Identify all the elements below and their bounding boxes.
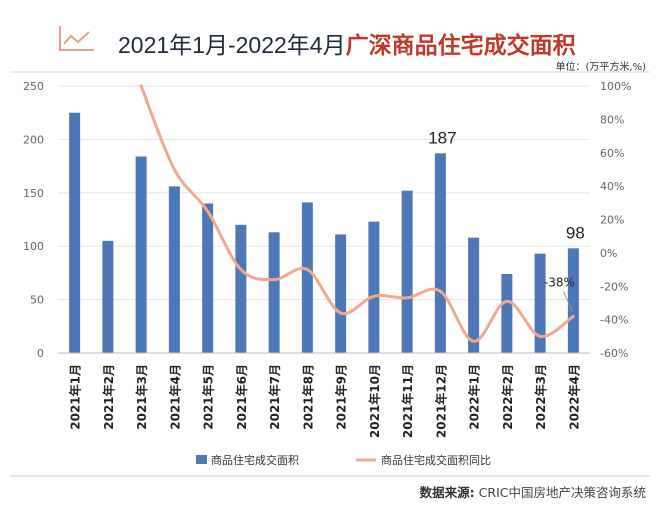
x-tick-label: 2021年12月 bbox=[433, 364, 448, 438]
title-row: 2021年1月-2022年4月广深商品住宅成交面积 bbox=[0, 18, 660, 62]
right-axis-tick: 20% bbox=[600, 214, 624, 227]
right-axis-tick: 60% bbox=[600, 147, 624, 160]
x-tick-label: 2022年4月 bbox=[566, 364, 581, 430]
chart-title-prefix: 2021年1月-2022年4月 bbox=[118, 32, 346, 58]
x-tick-label: 2021年11月 bbox=[400, 364, 415, 438]
bar bbox=[534, 253, 546, 353]
bar bbox=[268, 232, 280, 353]
bar bbox=[368, 221, 380, 353]
x-tick-label: 2021年8月 bbox=[300, 364, 315, 430]
annotation-leader bbox=[562, 291, 573, 312]
left-axis-tick: 200 bbox=[23, 133, 44, 146]
x-tick-label: 2021年1月 bbox=[68, 364, 83, 430]
source-label: 数据来源: bbox=[419, 485, 475, 500]
right-axis-tick: -20% bbox=[600, 280, 628, 293]
unit-label: 单位：(万平方米,%) bbox=[555, 62, 646, 73]
x-tick-label: 2021年7月 bbox=[267, 364, 282, 430]
line-value-label: -38% bbox=[544, 275, 575, 289]
right-axis-tick: 80% bbox=[600, 113, 624, 126]
bar bbox=[301, 202, 313, 353]
source-text: CRIC中国房地产决策咨询系统 bbox=[478, 485, 646, 500]
x-tick-label: 2021年2月 bbox=[101, 364, 116, 430]
bar bbox=[401, 190, 413, 353]
left-axis-tick: 50 bbox=[30, 294, 44, 307]
bar bbox=[168, 186, 180, 353]
bar bbox=[202, 203, 214, 353]
x-tick-label: 2021年6月 bbox=[234, 364, 249, 430]
bar bbox=[468, 237, 480, 353]
yoy-line bbox=[139, 84, 575, 343]
bar bbox=[235, 224, 247, 353]
chart-trend-icon bbox=[59, 26, 94, 51]
right-axis-tick: 40% bbox=[600, 180, 624, 193]
x-tick-label: 2022年1月 bbox=[467, 364, 482, 430]
chart-title: 2021年1月-2022年4月广深商品住宅成交面积 bbox=[118, 26, 576, 60]
bar bbox=[501, 273, 513, 353]
left-axis-tick: 100 bbox=[23, 240, 44, 253]
left-axis-tick: 250 bbox=[23, 80, 44, 93]
source-line: 数据来源: CRIC中国房地产决策咨询系统 bbox=[420, 482, 646, 501]
x-tick-label: 2021年3月 bbox=[134, 364, 149, 430]
bar-value-label: 98 bbox=[566, 223, 585, 242]
x-tick-label: 2021年9月 bbox=[334, 364, 349, 430]
x-tick-label: 2021年10月 bbox=[367, 364, 382, 438]
bar bbox=[135, 156, 147, 353]
legend-swatch-bar bbox=[196, 455, 207, 464]
x-tick-label: 2022年3月 bbox=[533, 364, 548, 430]
right-axis-tick: 0% bbox=[600, 247, 617, 260]
legend-label-line: 商品住宅成交面积同比 bbox=[381, 453, 491, 467]
bar bbox=[69, 112, 81, 353]
bar-value-label: 187 bbox=[428, 128, 456, 147]
bar bbox=[567, 248, 579, 353]
x-tick-label: 2022年2月 bbox=[500, 364, 515, 430]
right-axis-tick: 100% bbox=[600, 80, 631, 93]
bar bbox=[335, 234, 347, 353]
x-tick-label: 2021年5月 bbox=[201, 364, 216, 430]
left-axis-tick: 150 bbox=[23, 187, 44, 200]
bar bbox=[102, 240, 114, 353]
chart-title-highlight: 广深商品住宅成交面积 bbox=[345, 32, 576, 58]
legend-label-bar: 商品住宅成交面积 bbox=[211, 453, 299, 467]
right-axis-tick: -60% bbox=[600, 347, 628, 360]
x-tick-label: 2021年4月 bbox=[167, 364, 182, 430]
right-axis-tick: -40% bbox=[600, 314, 628, 327]
left-axis-tick: 0 bbox=[37, 347, 44, 360]
bar bbox=[434, 153, 446, 353]
